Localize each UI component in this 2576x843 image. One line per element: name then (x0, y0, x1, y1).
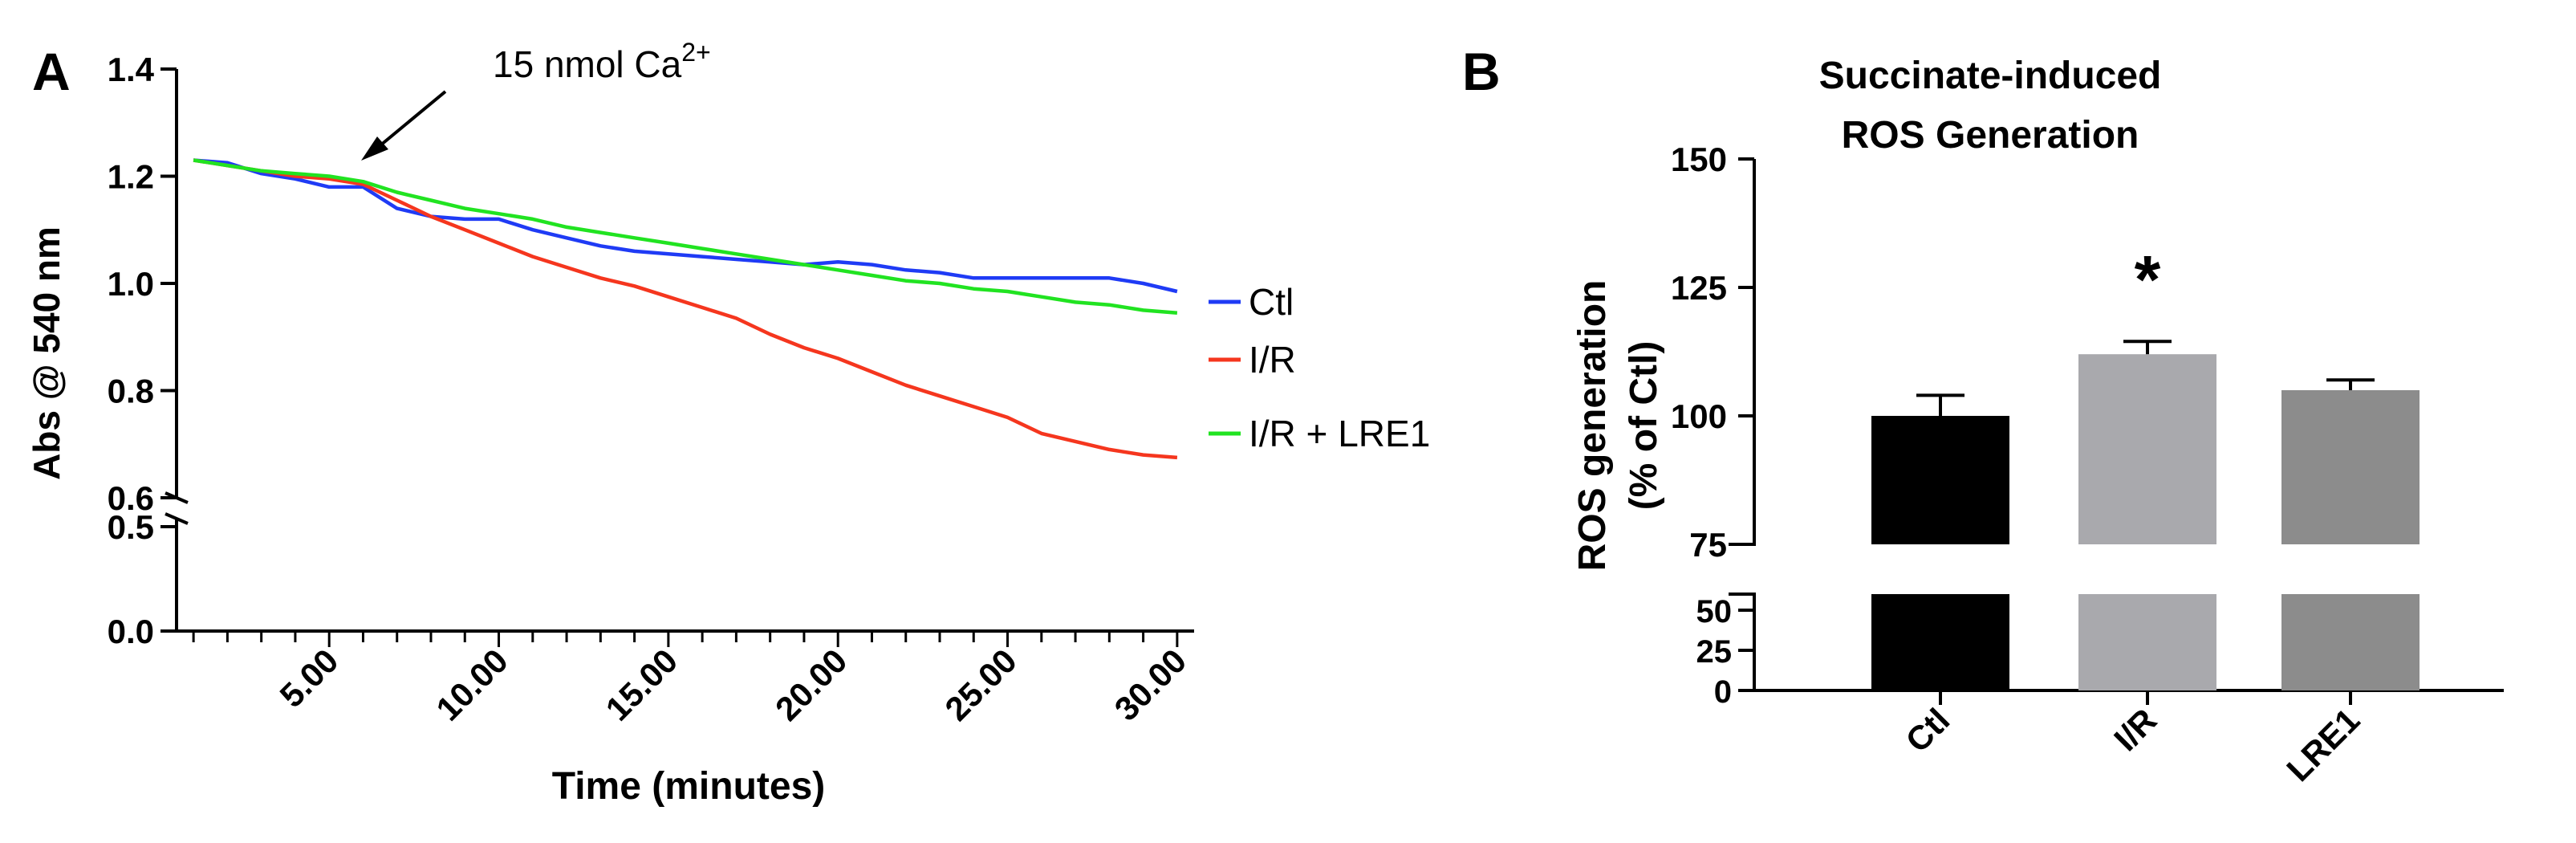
b-y-tick-label: 50 (1696, 594, 1733, 629)
a-series-line-i-r-lre1 (193, 158, 1178, 315)
b-bars: * (1871, 242, 2420, 690)
b-y-tick-label: 125 (1671, 269, 1727, 307)
a-legend-label: I/R (1249, 339, 1296, 381)
a-x-tick-label: 30.00 (1107, 641, 1194, 728)
a-legend: Ctl I/R I/R + LRE1 (1209, 281, 1430, 454)
b-significance-marker: * (2135, 242, 2161, 317)
a-x-tick-label: 25.00 (937, 641, 1024, 728)
a-y-tick-label: 0.6 (108, 479, 154, 517)
annotation-arrow (361, 90, 447, 161)
a-series (193, 158, 1178, 460)
panel-b-label: B (1462, 42, 1501, 101)
b-y-tick-label: 75 (1689, 526, 1727, 564)
a-series-line-i-r (193, 158, 1178, 460)
a-x-ticks: 5.00 10.00 15.00 20.00 25.00 30.00 (192, 631, 1194, 728)
a-y-tick-label: 1.4 (108, 51, 155, 88)
b-bar-lower-ctl (1871, 594, 2009, 690)
a-y-ticks: 0.6 0.8 1.0 1.2 1.4 0.0 0.5 (108, 51, 177, 650)
a-legend-label: I/R + LRE1 (1249, 413, 1430, 454)
a-x-axis-title: Time (minutes) (552, 765, 826, 808)
panel-a: A 15 nmol Ca2+ 0.6 0.8 1.0 1.2 1.4 0.0 0.5 5.0… (26, 38, 1430, 808)
a-x-tick-label: 15.00 (599, 641, 685, 728)
b-y-tick-label: 150 (1671, 140, 1727, 178)
a-y-tick-label: 0.8 (108, 373, 154, 410)
a-y-tick-label: 0.0 (108, 613, 154, 650)
b-x-tick-label: Ctl (1899, 701, 1957, 760)
panel-b: B Succinate-induced ROS Generation 75 100… (1462, 42, 2504, 788)
b-bar-lower-i-r (2078, 594, 2216, 690)
a-y-axis-title: Abs @ 540 nm (26, 226, 67, 480)
b-title-line-1: Succinate-induced (1819, 55, 2162, 97)
b-x-ticks: Ctl I/R LRE1 (1899, 690, 2367, 788)
b-bar-lower-lre1 (2281, 594, 2420, 690)
a-y-tick-label: 1.0 (108, 265, 154, 303)
b-y-ticks: 75 100 125 150 0 25 50 (1671, 140, 1754, 710)
b-y-axis-title-line-1: ROS generation (1571, 280, 1614, 572)
a-y-tick-label: 0.5 (108, 508, 154, 546)
b-bar-i-r (2078, 354, 2216, 544)
b-title-line-2: ROS Generation (1842, 114, 2139, 157)
panel-a-label: A (32, 42, 71, 101)
a-legend-label: Ctl (1249, 281, 1294, 323)
b-x-tick-label: LRE1 (2279, 701, 2367, 788)
a-x-tick-label: 20.00 (768, 641, 855, 728)
a-series-line-ctl (193, 158, 1178, 294)
b-y-axis-title-line-2: (% of Ctl) (1623, 341, 1665, 511)
b-x-tick-label: I/R (2107, 701, 2164, 758)
b-y-tick-label: 25 (1696, 634, 1733, 670)
a-x-tick-label: 10.00 (429, 641, 515, 728)
calcium-annotation: 15 nmol Ca2+ (493, 38, 711, 85)
a-y-axis (165, 69, 189, 631)
a-y-tick-label: 1.2 (108, 158, 154, 196)
a-x-tick-label: 5.00 (273, 641, 346, 715)
b-bar-ctl (1871, 416, 2009, 544)
b-y-tick-label: 0 (1714, 674, 1732, 710)
b-y-tick-label: 100 (1671, 397, 1727, 435)
b-bar-lre1 (2281, 390, 2420, 544)
